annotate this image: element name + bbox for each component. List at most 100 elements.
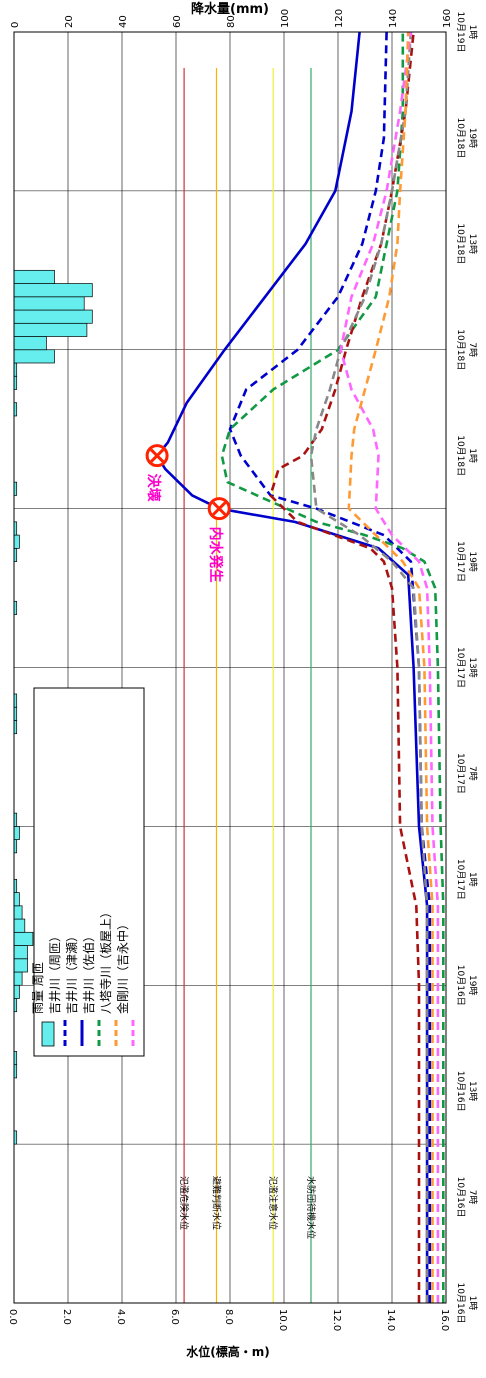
time-hour-label: 19時 (467, 128, 478, 148)
plot-frame (13, 31, 447, 1304)
rainfall-bars (13, 269, 93, 1145)
rainfall-bar (13, 905, 23, 920)
threshold-label: 水防団待機水位 (305, 1176, 317, 1239)
level-axis-label: 水位(標高・m) (186, 1344, 269, 1359)
time-day-label: 10月16日 (455, 965, 466, 1006)
event-marker-cross (212, 501, 227, 516)
rain-tick-label: 60 (172, 15, 183, 28)
time-tick-label: 10月18日 7時 (455, 329, 478, 370)
time-day-label: 10月18日 (455, 435, 466, 476)
rainfall-bar (13, 826, 20, 840)
rainfall-bar (13, 534, 20, 549)
time-hour-label: 7時 (467, 342, 478, 357)
time-tick-label: 10月17日 13時 (455, 647, 478, 688)
rain-tick-label: 100 (280, 9, 291, 28)
time-day-label: 10月19日 (455, 12, 466, 53)
time-hour-label: 7時 (467, 1190, 478, 1205)
level-tick-label: 8.0 (223, 1309, 234, 1325)
series-line (309, 31, 429, 1303)
rainfall-bar (13, 309, 93, 324)
time-tick-label: 10月16日 1時 (455, 1283, 478, 1324)
threshold-label: 避難判断水位 (211, 1176, 223, 1230)
rainfall-bar (13, 336, 47, 351)
series-line (220, 32, 445, 1303)
time-tick-label: 10月18日 13時 (455, 223, 478, 264)
level-tick-label: 2.0 (61, 1309, 72, 1325)
time-hour-label: 19時 (467, 975, 478, 995)
time-hour-label: 7時 (467, 766, 478, 781)
legend-swatch (41, 1021, 55, 1047)
level-tick-label: 16.0 (439, 1309, 450, 1331)
threshold-label: 氾濫注意水位 (267, 1176, 279, 1230)
time-tick-label: 10月18日 1時 (455, 435, 478, 476)
time-hour-label: 13時 (467, 657, 478, 677)
time-hour-label: 19時 (467, 551, 478, 571)
level-tick-label: 0.0 (7, 1309, 18, 1325)
legend-label: 吉井川（佐伯） (81, 930, 96, 1014)
time-tick-label: 10月16日 7時 (455, 1177, 478, 1218)
time-hour-label: 1時 (467, 1296, 478, 1311)
time-tick-label: 10月17日 7時 (455, 753, 478, 794)
rainfall-bar (13, 931, 34, 946)
series-line (269, 31, 421, 1303)
time-hour-label: 1時 (467, 448, 478, 463)
event-marker-cross (150, 448, 165, 463)
time-hour-label: 1時 (467, 872, 478, 887)
legend-label: 八塔寺川（板屋上） (99, 906, 113, 1014)
rain-tick-label: 20 (64, 15, 75, 28)
rain-tick-label: 120 (334, 9, 345, 28)
level-tick-label: 4.0 (115, 1309, 126, 1325)
time-hour-label: 13時 (467, 234, 478, 254)
level-series (155, 31, 445, 1303)
legend-label: 雨量 周匝 (31, 962, 45, 1014)
rainfall-bar (13, 971, 23, 986)
time-day-label: 10月16日 (455, 1071, 466, 1112)
rain-tick-label: 80 (226, 15, 237, 28)
time-day-label: 10月18日 (455, 117, 466, 158)
legend-label: 吉井川（周匝） (48, 930, 62, 1014)
time-hour-label: 1時 (467, 25, 478, 40)
legend-label: 吉井川（津瀬） (65, 930, 79, 1014)
time-tick-label: 10月17日 19時 (455, 541, 478, 582)
time-day-label: 10月16日 (455, 1177, 466, 1218)
time-day-label: 10月18日 (455, 329, 466, 370)
event-marker: 決壊 (145, 444, 169, 503)
event-marker: 内水発生 (207, 497, 231, 583)
time-day-label: 10月18日 (455, 223, 466, 264)
threshold-label: 氾濫危険水位 (178, 1176, 190, 1230)
time-day-label: 10月17日 (455, 647, 466, 688)
rainfall-bar (13, 349, 55, 364)
time-tick-label: 10月16日 13時 (455, 1071, 478, 1112)
series-line (347, 31, 434, 1303)
rainfall-bar (13, 958, 28, 973)
rain-tick-label: 160 (442, 9, 453, 28)
time-day-label: 10月17日 (455, 541, 466, 582)
level-tick-label: 10.0 (277, 1309, 288, 1331)
rainfall-bar (13, 918, 26, 933)
event-label: 内水発生 (207, 527, 224, 583)
time-day-label: 10月17日 (455, 753, 466, 794)
legend: 雨量 周匝 吉井川（周匝） 吉井川（津瀬） 吉井川（佐伯） 八塔寺川（板屋上） 金剛川（吉… (31, 687, 145, 1057)
rainfall-bar (13, 283, 93, 298)
series-line (339, 31, 440, 1303)
rainfall-bar (13, 945, 28, 960)
event-label: 決壊 (145, 474, 162, 503)
axes: 0.0 2.0 4.0 6.0 8.0 10.0 12.0 14.0 16.0 水位(標高・m) 0… (7, 1, 478, 1359)
time-tick-label: 10月19日 1時 (455, 12, 478, 53)
time-tick-label: 10月18日 19時 (455, 117, 478, 158)
rainfall-bar (13, 296, 85, 311)
time-tick-label: 10月16日 19時 (455, 965, 478, 1006)
rain-tick-label: 0 (10, 22, 21, 28)
legend-label: 金剛川（吉永中） (115, 918, 130, 1014)
time-tick-label: 10月17日 1時 (455, 859, 478, 900)
legend-box (33, 687, 145, 1057)
threshold-lines: 氾濫危険水位 避難判断水位 氾濫注意水位 水防団待機水位 (178, 68, 317, 1303)
level-tick-label: 14.0 (385, 1309, 396, 1331)
time-day-label: 10月17日 (455, 859, 466, 900)
rainfall-bar (13, 322, 88, 337)
time-hour-label: 13時 (467, 1081, 478, 1101)
time-day-label: 10月16日 (455, 1283, 466, 1324)
rainfall-bar (13, 269, 55, 284)
